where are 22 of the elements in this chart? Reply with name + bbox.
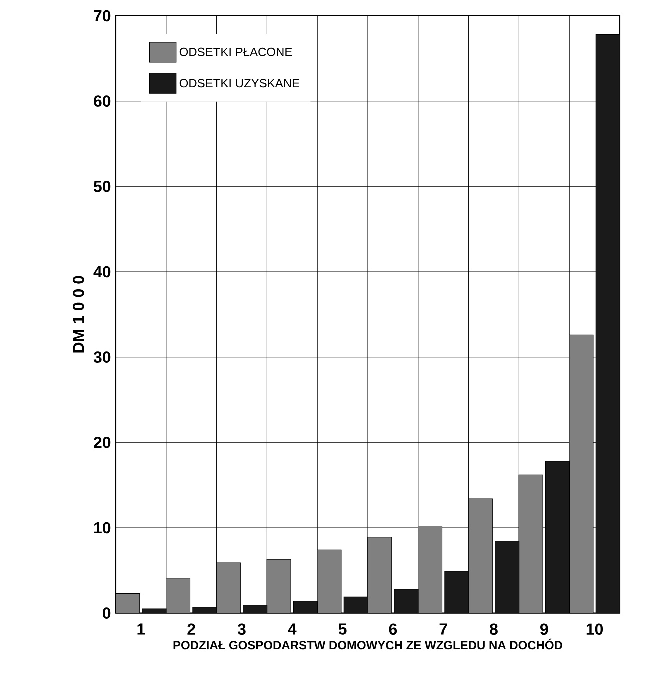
y-tick-label: 70	[94, 10, 111, 22]
x-tick-label: 3	[238, 624, 246, 636]
x-tick-label: 4	[288, 624, 297, 635]
x-tick-label: 7	[440, 624, 448, 635]
x-tick-label: 1	[138, 624, 146, 635]
y-axis-title: DM 1 0 0 0	[73, 276, 84, 353]
y-tick-label: 30	[94, 352, 111, 364]
x-tick-label: 6	[389, 624, 398, 636]
x-tick-label: 5	[338, 624, 347, 635]
y-tick-label: 40	[94, 266, 111, 278]
y-tick-label: 10	[94, 522, 111, 534]
y-tick-label: 20	[94, 437, 111, 448]
x-tick-label: 10	[586, 624, 604, 636]
y-tick-label: 0	[103, 608, 111, 619]
x-tick-label: 2	[188, 624, 196, 635]
x-tick-label: 8	[490, 624, 498, 636]
legend-label: ODSETKI PŁACONE	[180, 48, 292, 56]
y-tick-label: 60	[94, 96, 111, 107]
legend-label: ODSETKI UZYSKANE	[180, 79, 300, 88]
x-tick-label: 9	[540, 624, 548, 636]
y-tick-label: 50	[94, 181, 111, 192]
x-axis-title: PODZIAŁ GOSPODARSTW DOMOWYCH ZE WZGLEDU NA DOCHÓD	[174, 638, 562, 650]
